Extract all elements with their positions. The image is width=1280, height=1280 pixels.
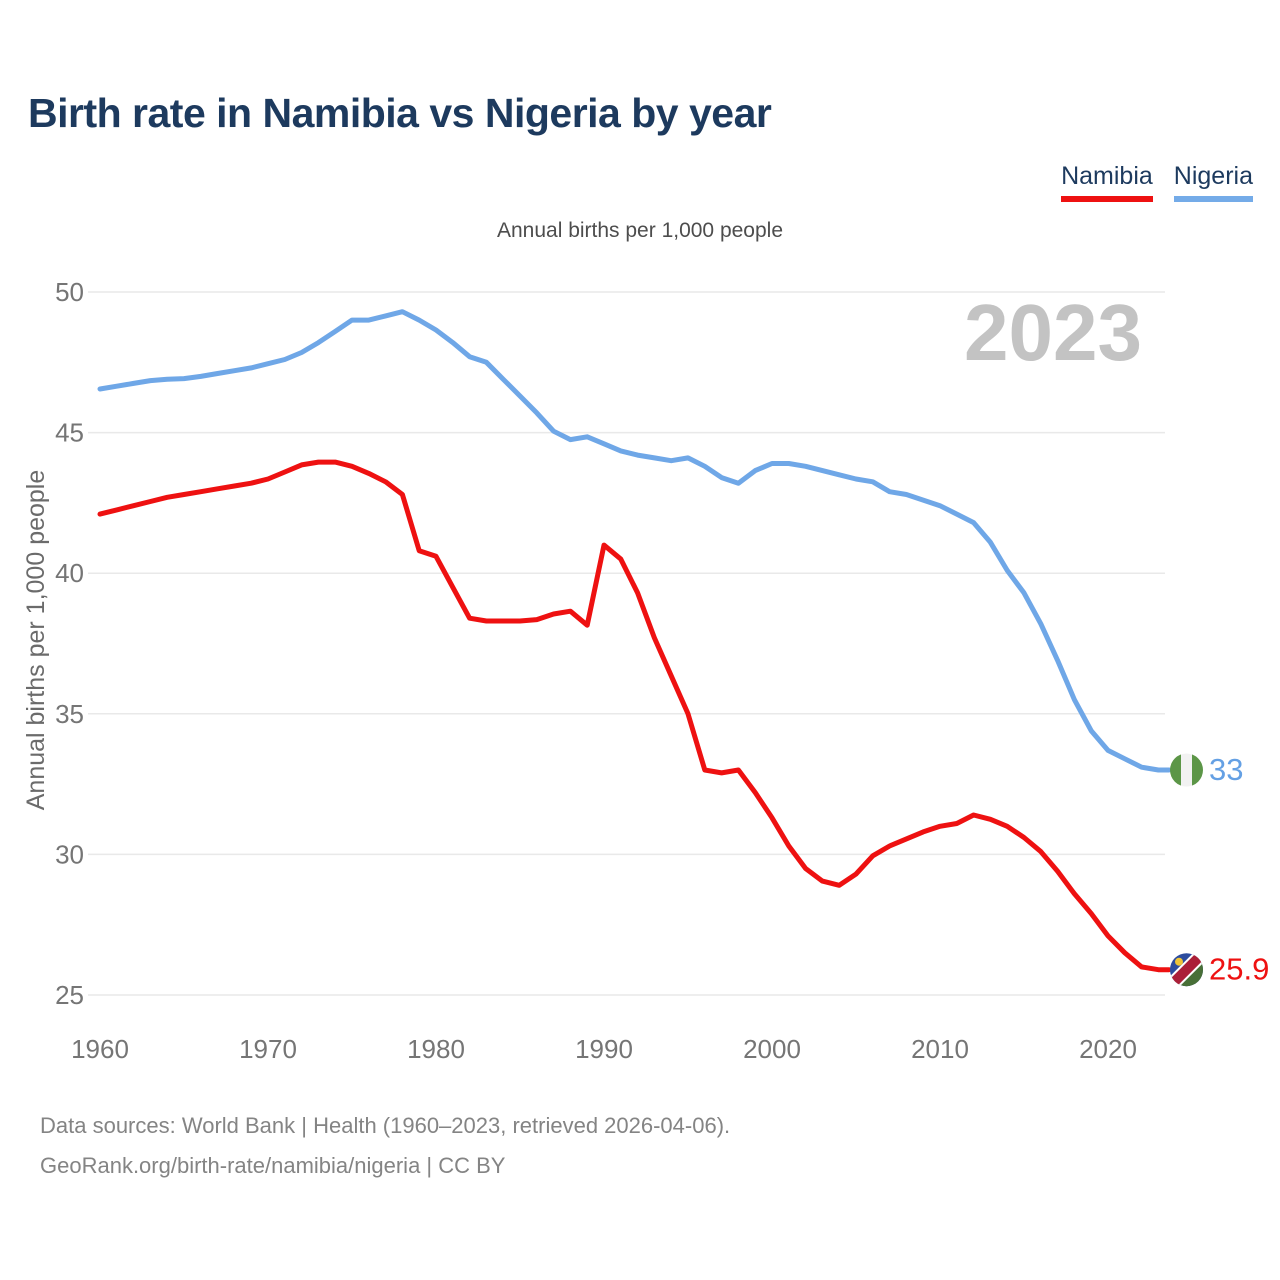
watermark-year: 2023 [964, 288, 1142, 377]
y-tick-label: 25 [55, 980, 84, 1010]
y-tick-label: 35 [55, 699, 84, 729]
chart-subtitle: Annual births per 1,000 people [496, 219, 784, 242]
x-tick-label: 2010 [911, 1034, 969, 1064]
nigeria-flag-icon [1170, 753, 1203, 787]
nigeria-line [97, 309, 1172, 773]
y-tick-label: 30 [55, 839, 84, 869]
x-tick-label: 1970 [239, 1034, 297, 1064]
namibia-end-value: 25.9 [1209, 952, 1269, 987]
y-tick-label: 45 [55, 418, 84, 448]
legend-color-bar-namibia [1061, 196, 1153, 202]
legend: Namibia Nigeria [1061, 162, 1253, 202]
y-axis-title: Annual births per 1,000 people [22, 470, 50, 811]
footer: Data sources: World Bank | Health (1960–… [40, 1106, 730, 1186]
x-tick-label: 2000 [743, 1034, 801, 1064]
y-tick-label: 50 [55, 277, 84, 307]
x-tick-label: 1980 [407, 1034, 465, 1064]
page-title: Birth rate in Namibia vs Nigeria by year [28, 90, 772, 136]
x-tick-label: 2020 [1079, 1034, 1137, 1064]
namibia-flag-icon [1170, 953, 1203, 987]
x-tick-label: 1990 [575, 1034, 633, 1064]
legend-color-bar-nigeria [1173, 196, 1253, 202]
footer-data-sources: Data sources: World Bank | Health (1960–… [40, 1113, 731, 1138]
y-tick-label: 40 [55, 558, 84, 588]
namibia-line [97, 459, 1172, 973]
footer-attribution: GeoRank.org/birth-rate/namibia/nigeria |… [40, 1153, 506, 1178]
nigeria-end-value: 33 [1209, 752, 1243, 787]
legend-item-namibia[interactable]: Namibia [1061, 162, 1153, 202]
legend-item-nigeria[interactable]: Nigeria [1173, 162, 1253, 202]
legend-label-namibia: Namibia [1061, 162, 1153, 190]
x-tick-label: 1960 [71, 1034, 129, 1064]
legend-label-nigeria: Nigeria [1173, 162, 1253, 190]
